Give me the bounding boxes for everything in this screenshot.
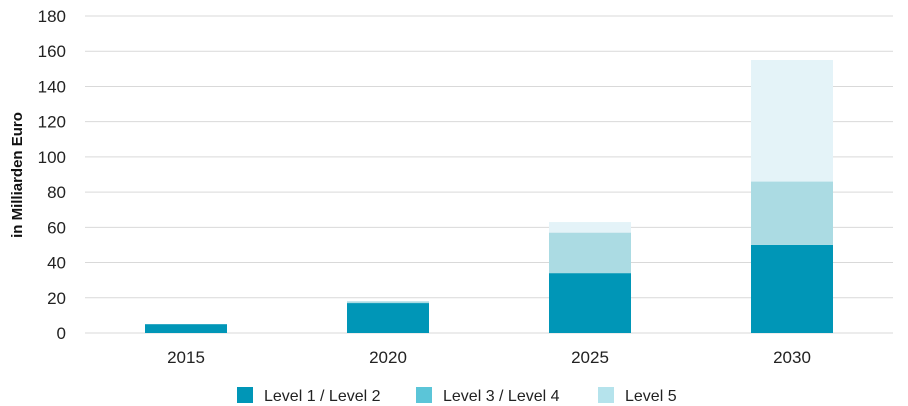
y-axis-title: in Milliarden Euro bbox=[9, 112, 26, 238]
bar-segment bbox=[751, 60, 833, 182]
legend-swatch bbox=[416, 387, 432, 403]
bars bbox=[145, 60, 833, 333]
y-tick-label: 140 bbox=[38, 77, 66, 96]
y-tick-label: 100 bbox=[38, 148, 66, 167]
bar-segment bbox=[751, 244, 833, 333]
legend-label: Level 3 / Level 4 bbox=[443, 388, 560, 405]
bar-segment bbox=[347, 301, 429, 304]
y-tick-label: 120 bbox=[38, 113, 66, 132]
y-tick-label: 60 bbox=[47, 218, 66, 237]
bar-segment bbox=[347, 303, 429, 333]
y-tick-label: 80 bbox=[47, 183, 66, 202]
x-tick-label: 2025 bbox=[571, 348, 609, 367]
y-tick-label: 0 bbox=[57, 324, 66, 343]
legend-swatch bbox=[237, 387, 253, 403]
legend-label: Level 1 / Level 2 bbox=[264, 388, 381, 405]
gridlines bbox=[85, 15, 893, 334]
x-tick-label: 2020 bbox=[369, 348, 407, 367]
bar-segment bbox=[751, 181, 833, 245]
x-tick-label: 2030 bbox=[773, 348, 811, 367]
y-tick-label: 20 bbox=[47, 289, 66, 308]
legend-label: Level 5 bbox=[625, 388, 677, 405]
legend: Level 1 / Level 2 Level 3 / Level 4 Level … bbox=[237, 387, 677, 405]
legend-swatch bbox=[598, 387, 614, 403]
bar-segment bbox=[549, 222, 631, 233]
bar-segment bbox=[145, 324, 227, 333]
x-tick-labels: 2015 2020 2025 2030 bbox=[167, 348, 811, 367]
y-tick-labels: 0 20 40 60 80 100 120 140 160 180 bbox=[38, 7, 66, 343]
y-tick-label: 180 bbox=[38, 7, 66, 26]
y-tick-label: 40 bbox=[47, 254, 66, 273]
bar-segment bbox=[549, 232, 631, 274]
y-tick-label: 160 bbox=[38, 42, 66, 61]
bar-segment bbox=[549, 273, 631, 333]
x-tick-label: 2015 bbox=[167, 348, 205, 367]
